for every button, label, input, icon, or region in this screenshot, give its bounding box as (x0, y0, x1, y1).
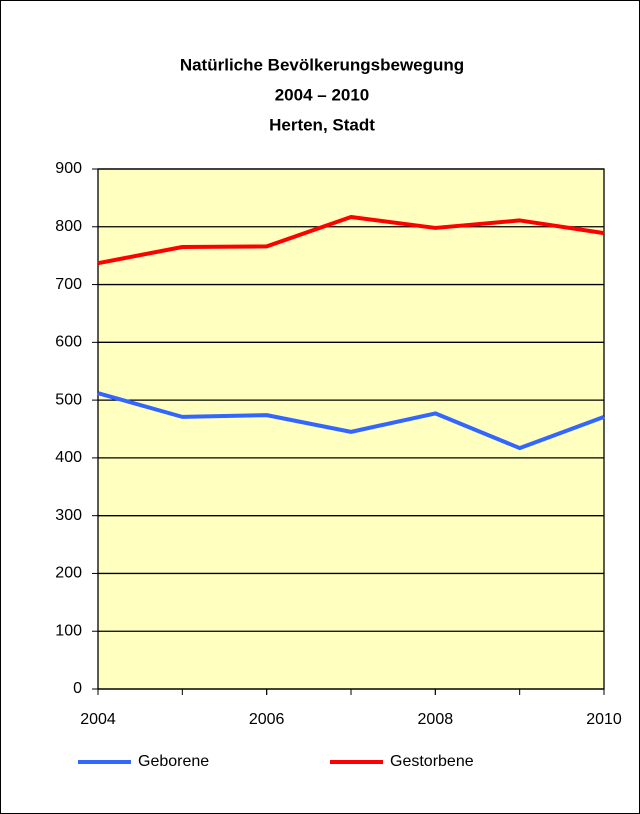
x-tick-label: 2010 (586, 711, 622, 728)
y-tick-label: 200 (55, 565, 82, 582)
legend-label: Geborene (138, 753, 209, 770)
y-tick-label: 800 (55, 218, 82, 235)
y-tick-label: 600 (55, 334, 82, 351)
legend-label: Gestorbene (390, 753, 474, 770)
chart-title: 2004 – 2010 (275, 85, 370, 104)
y-tick-label: 100 (55, 622, 82, 639)
x-tick-label: 2004 (80, 711, 116, 728)
y-tick-label: 500 (55, 391, 82, 408)
chart-title: Natürliche Bevölkerungsbewegung (180, 55, 464, 74)
y-tick-label: 0 (73, 680, 82, 697)
x-tick-label: 2006 (249, 711, 285, 728)
y-tick-label: 900 (55, 160, 82, 177)
plot-area (98, 169, 604, 689)
x-tick-label: 2008 (418, 711, 454, 728)
chart-title: Herten, Stadt (269, 115, 375, 134)
series-line (97, 391, 605, 451)
series-line (97, 214, 605, 266)
y-tick-label: 400 (55, 449, 82, 466)
y-tick-label: 300 (55, 507, 82, 524)
y-tick-label: 700 (55, 276, 82, 293)
